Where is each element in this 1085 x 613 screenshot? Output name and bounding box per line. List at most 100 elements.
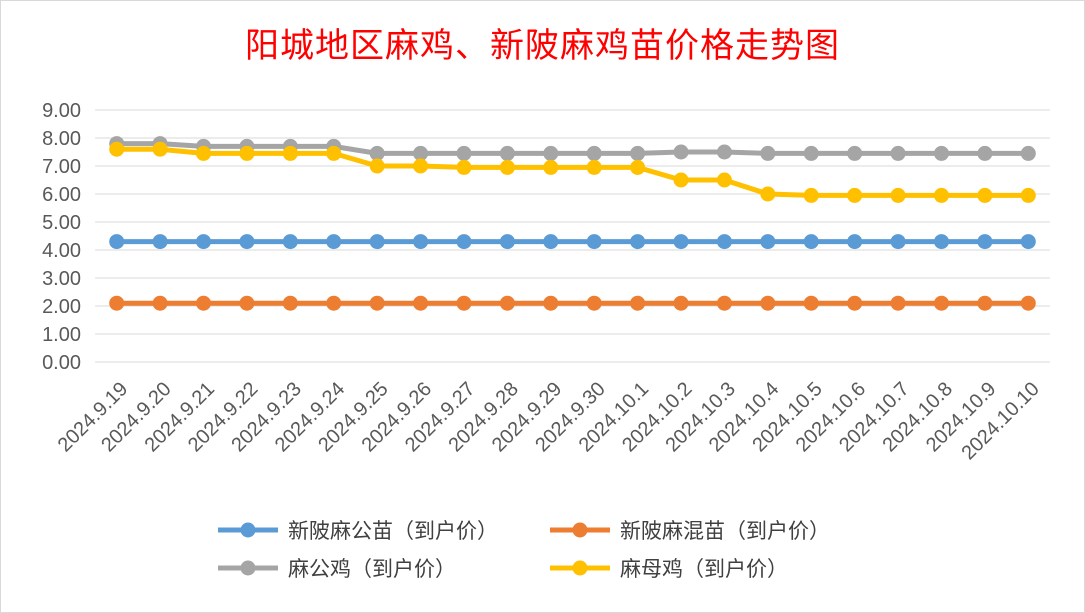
series-3 (109, 141, 1036, 203)
data-point (586, 295, 602, 311)
y-tick-label: 5.00 (42, 212, 81, 234)
y-tick-label: 7.00 (42, 156, 81, 178)
legend: 新陂麻公苗（到户价） 新陂麻混苗（到户价） 麻公鸡（到户价） 麻母鸡（到户价） (218, 519, 830, 581)
gridlines (95, 109, 1050, 363)
legend-swatch-marker (572, 560, 588, 576)
data-point (673, 144, 689, 160)
data-point (369, 158, 385, 174)
data-point (369, 145, 385, 161)
y-tick-label: 3.00 (42, 268, 81, 290)
y-tick-label: 2.00 (42, 296, 81, 318)
data-point (326, 145, 342, 161)
data-point (456, 234, 472, 250)
data-point (543, 159, 559, 175)
data-point (716, 234, 732, 250)
data-point (413, 158, 429, 174)
data-point (152, 234, 168, 250)
y-tick-label: 1.00 (42, 324, 81, 346)
legend-label: 麻公鸡（到户价） (288, 557, 456, 581)
data-point (1020, 145, 1036, 161)
data-point (803, 187, 819, 203)
data-point (933, 234, 949, 250)
y-tick-label: 9.00 (42, 100, 81, 122)
data-point (543, 234, 559, 250)
data-point (673, 295, 689, 311)
y-tick-label: 0.00 (42, 352, 81, 374)
data-point (586, 145, 602, 161)
legend-label: 新陂麻公苗（到户价） (288, 519, 498, 543)
data-point (760, 234, 776, 250)
y-tick-label: 6.00 (42, 184, 81, 206)
data-point (760, 295, 776, 311)
y-tick-label: 8.00 (42, 128, 81, 150)
data-point (369, 295, 385, 311)
legend-label: 麻母鸡（到户价） (620, 557, 788, 581)
data-point (239, 145, 255, 161)
series-layer (109, 136, 1036, 311)
data-point (1020, 187, 1036, 203)
data-point (456, 145, 472, 161)
data-point (413, 234, 429, 250)
legend-item: 麻母鸡（到户价） (550, 557, 788, 581)
legend-item: 麻公鸡（到户价） (218, 557, 456, 581)
data-point (326, 295, 342, 311)
data-point (630, 295, 646, 311)
data-point (109, 295, 125, 311)
series-1 (109, 295, 1036, 311)
data-point (282, 234, 298, 250)
data-point (890, 145, 906, 161)
data-point (239, 295, 255, 311)
data-point (890, 295, 906, 311)
data-point (369, 234, 385, 250)
data-point (109, 234, 125, 250)
series-line (116, 146, 1029, 198)
data-point (803, 295, 819, 311)
data-point (630, 145, 646, 161)
series-0 (109, 234, 1036, 250)
data-point (1020, 295, 1036, 311)
data-point (716, 172, 732, 188)
data-point (847, 145, 863, 161)
data-point (152, 141, 168, 157)
series-line (116, 141, 1029, 156)
data-point (977, 295, 993, 311)
y-tick-label: 4.00 (42, 240, 81, 262)
data-point (456, 159, 472, 175)
data-point (933, 187, 949, 203)
data-point (933, 295, 949, 311)
data-point (282, 295, 298, 311)
data-point (109, 141, 125, 157)
data-point (196, 295, 212, 311)
data-point (977, 187, 993, 203)
data-point (847, 295, 863, 311)
y-axis: 0.00 1.00 2.00 3.00 4.00 5.00 6.00 7.00 8.00 9.00 (42, 100, 81, 374)
data-point (933, 145, 949, 161)
data-point (499, 145, 515, 161)
data-point (499, 234, 515, 250)
legend-item: 新陂麻公苗（到户价） (218, 519, 498, 543)
data-point (196, 145, 212, 161)
data-point (803, 234, 819, 250)
data-point (673, 234, 689, 250)
data-point (326, 234, 342, 250)
data-point (847, 234, 863, 250)
data-point (499, 295, 515, 311)
data-point (630, 234, 646, 250)
legend-swatch-marker (572, 522, 588, 538)
legend-item: 新陂麻混苗（到户价） (550, 519, 830, 543)
data-point (760, 145, 776, 161)
data-point (890, 187, 906, 203)
data-point (890, 234, 906, 250)
data-point (1020, 234, 1036, 250)
data-point (716, 144, 732, 160)
data-point (456, 295, 472, 311)
x-axis: 2024.9.192024.9.202024.9.212024.9.222024… (54, 378, 1044, 464)
data-point (803, 145, 819, 161)
legend-swatch-marker (240, 560, 256, 576)
data-point (586, 234, 602, 250)
legend-swatch-marker (240, 522, 256, 538)
data-point (673, 172, 689, 188)
data-point (239, 234, 255, 250)
data-point (586, 159, 602, 175)
